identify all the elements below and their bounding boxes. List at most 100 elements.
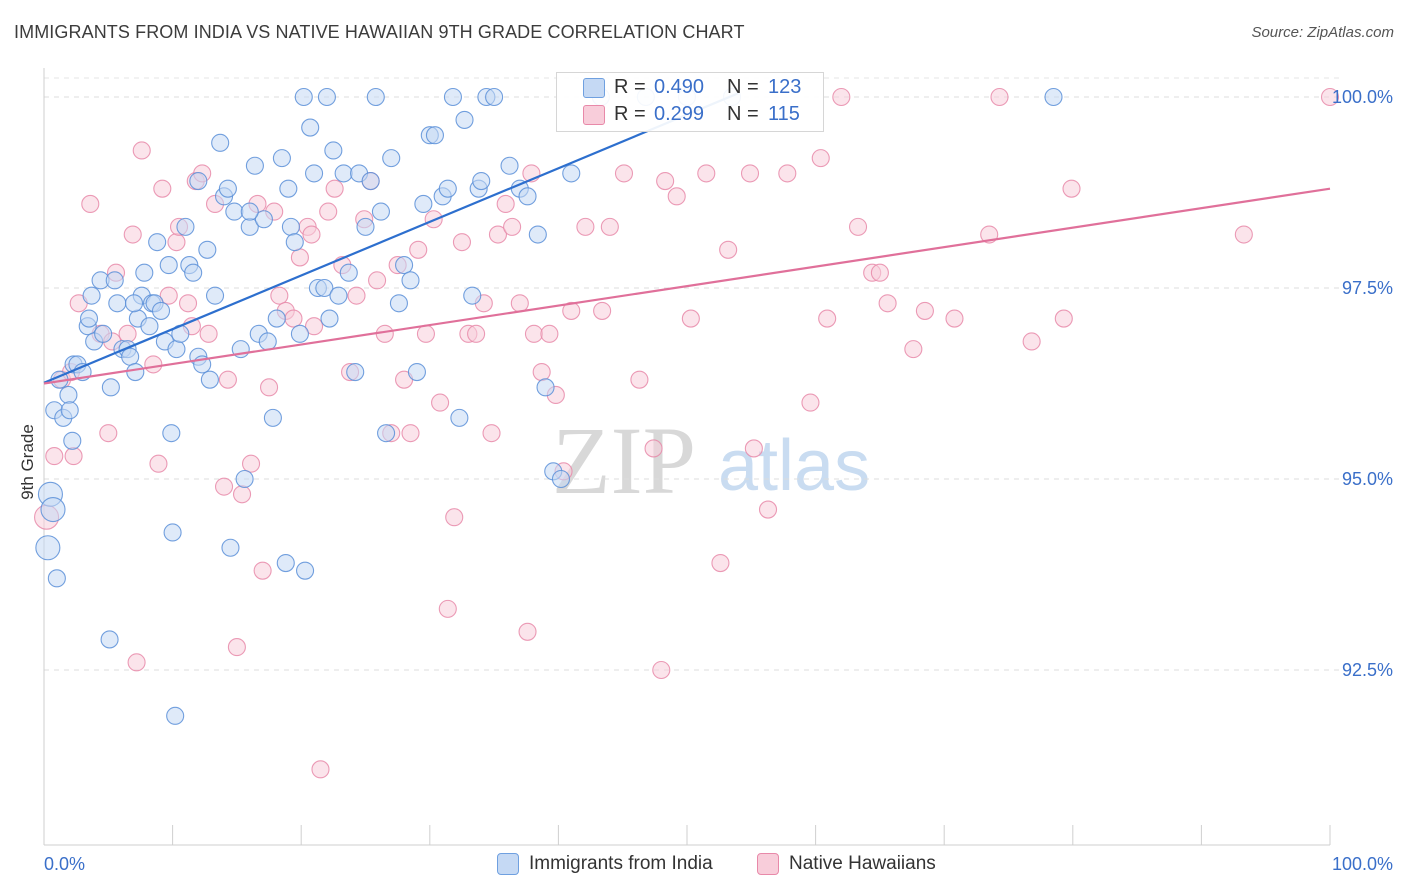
hawaiian-point xyxy=(401,424,420,443)
india-point xyxy=(472,171,491,191)
r-value: 0.490 xyxy=(654,76,705,98)
india-point xyxy=(389,294,408,313)
india-point xyxy=(485,87,504,107)
watermark: ZIP atlas xyxy=(552,407,870,514)
series-legend: Immigrants from India Native Hawaiians xyxy=(0,850,1406,878)
hawaiian-swatch xyxy=(757,853,779,875)
india-point xyxy=(301,118,320,137)
hawaiian-point xyxy=(801,393,820,412)
india-point xyxy=(166,706,185,725)
stats-legend: R = 0.490 N = 123 R = 0.299 N = 115 xyxy=(556,72,824,132)
hawaiian-point xyxy=(600,217,619,236)
india-point xyxy=(294,87,313,107)
hawaiian-point xyxy=(64,447,83,466)
india-point xyxy=(211,133,230,152)
hawaiian-point xyxy=(259,378,279,397)
y-tick-label: 100.0% xyxy=(1332,87,1393,107)
india-point xyxy=(135,263,154,282)
india-point xyxy=(59,385,78,405)
india-point xyxy=(371,202,390,221)
hawaiian-point xyxy=(990,87,1009,107)
india-point xyxy=(254,210,273,229)
india-point xyxy=(148,233,167,252)
india-point xyxy=(279,179,298,198)
hawaiian-point xyxy=(127,653,146,672)
r-label: R = xyxy=(614,103,646,125)
hawaiian-point xyxy=(496,194,515,214)
hawaiian-point xyxy=(167,233,186,252)
hawaiian-point xyxy=(1320,87,1340,107)
india-point xyxy=(324,141,343,160)
n-label: N = xyxy=(727,103,759,125)
source-credit: Source: ZipAtlas.com xyxy=(1251,24,1394,41)
n-value: 123 xyxy=(768,76,802,98)
india-point xyxy=(285,233,304,252)
hawaiian-point xyxy=(311,760,330,779)
india-point xyxy=(272,149,291,168)
hawaiian-point xyxy=(270,286,289,305)
india-point xyxy=(281,217,300,236)
hawaiian-trend-line xyxy=(43,187,1331,385)
india-point xyxy=(60,401,79,420)
hawaiian-point xyxy=(1022,332,1041,351)
india-point xyxy=(121,347,140,366)
india-point xyxy=(218,179,237,198)
hawaiian-point xyxy=(253,561,272,580)
india-point xyxy=(536,378,555,397)
hawaiian-point xyxy=(325,179,344,198)
n-label: N = xyxy=(727,76,759,98)
hawaiian-point xyxy=(232,485,252,504)
hawaiian-point xyxy=(503,217,522,236)
hawaiian-point xyxy=(159,286,178,305)
india-point xyxy=(346,362,365,382)
india-point xyxy=(225,202,244,221)
y-tick-label: 92.5% xyxy=(1342,660,1393,680)
india-point xyxy=(258,332,277,351)
india-point xyxy=(407,362,426,382)
india-point xyxy=(40,497,66,523)
hawaiian-point xyxy=(630,370,649,389)
india-point xyxy=(101,378,120,397)
hawaiian-point xyxy=(445,508,464,527)
india-point xyxy=(240,202,259,221)
hawaiian-point xyxy=(123,225,142,244)
india-point xyxy=(100,630,119,649)
hawaiian-point xyxy=(667,187,686,206)
r-label: R = xyxy=(614,76,646,98)
india-point xyxy=(551,469,571,489)
india-point xyxy=(382,149,401,168)
hawaiian-point xyxy=(524,324,544,343)
india-point xyxy=(221,538,240,557)
hawaiian-point xyxy=(431,393,450,412)
hawaiian-point xyxy=(118,324,137,343)
hawaiian-point xyxy=(409,240,428,259)
x-tick-label-min: 0.0% xyxy=(44,854,85,874)
hawaiian-point xyxy=(482,424,501,443)
india-point xyxy=(79,309,99,328)
hawaiian-point xyxy=(652,660,671,680)
hawaiian-point xyxy=(132,141,151,160)
india-point xyxy=(339,263,358,282)
hawaiian-point xyxy=(153,179,172,198)
hawaiian-point xyxy=(576,217,595,236)
hawaiian-point xyxy=(284,309,303,328)
india-point xyxy=(528,225,547,244)
india-point xyxy=(276,553,295,573)
stats-row-india: R = 0.490 N = 123 xyxy=(557,75,823,101)
hawaiian-point xyxy=(614,164,634,183)
india-point xyxy=(315,278,334,298)
y-tick-label: 97.5% xyxy=(1342,278,1393,298)
india-point xyxy=(198,240,217,259)
watermark-atlas: atlas xyxy=(718,426,870,506)
hawaiian-point xyxy=(368,271,387,290)
hawaiian-point xyxy=(945,309,964,328)
hawaiian-point xyxy=(681,309,700,328)
india-trend-line xyxy=(43,92,739,384)
hawaiian-point xyxy=(656,171,675,191)
data-points xyxy=(34,87,1340,779)
india-point xyxy=(263,408,282,427)
hawaiian-point xyxy=(915,301,934,320)
hawaiian-point xyxy=(848,217,868,236)
india-point xyxy=(151,301,171,320)
india-point xyxy=(296,561,315,580)
